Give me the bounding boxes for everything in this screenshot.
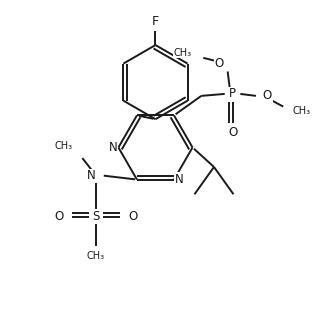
Text: O: O	[54, 210, 64, 223]
Text: CH₃: CH₃	[54, 141, 72, 151]
Text: N: N	[87, 169, 96, 182]
Text: S: S	[92, 210, 100, 223]
Text: CH₃: CH₃	[87, 251, 105, 261]
Text: N: N	[109, 141, 117, 154]
Text: N: N	[175, 173, 184, 186]
Text: P: P	[229, 87, 236, 100]
Text: O: O	[228, 126, 237, 139]
Text: CH₃: CH₃	[174, 48, 192, 58]
Text: O: O	[215, 57, 224, 70]
Text: O: O	[128, 210, 137, 223]
Text: O: O	[263, 89, 272, 102]
Text: CH₃: CH₃	[293, 107, 311, 117]
Text: F: F	[152, 15, 159, 28]
